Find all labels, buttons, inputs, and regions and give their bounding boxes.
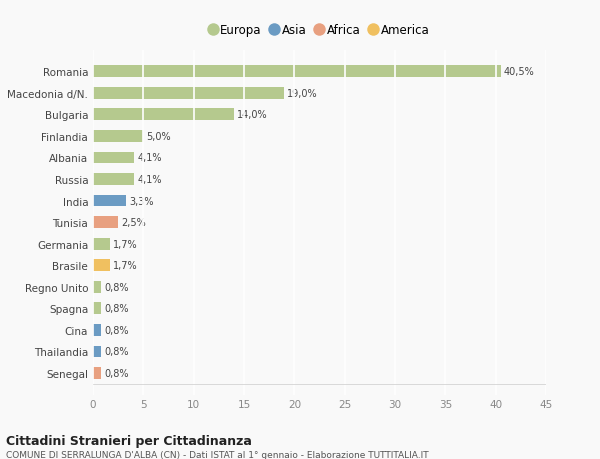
Bar <box>93 281 101 293</box>
Text: 40,5%: 40,5% <box>504 67 535 77</box>
Text: 2,5%: 2,5% <box>121 218 146 228</box>
Text: 0,8%: 0,8% <box>104 304 128 313</box>
Text: Cittadini Stranieri per Cittadinanza: Cittadini Stranieri per Cittadinanza <box>6 434 252 447</box>
Legend: Europa, Asia, Africa, America: Europa, Asia, Africa, America <box>208 22 431 39</box>
Text: 0,8%: 0,8% <box>104 325 128 335</box>
Text: 0,8%: 0,8% <box>104 282 128 292</box>
Text: 4,1%: 4,1% <box>137 153 162 163</box>
Text: 19,0%: 19,0% <box>287 89 318 99</box>
Text: 14,0%: 14,0% <box>237 110 268 120</box>
Text: 0,8%: 0,8% <box>104 347 128 357</box>
Text: 1,7%: 1,7% <box>113 261 138 271</box>
Bar <box>93 131 143 142</box>
Bar <box>93 346 101 358</box>
Bar <box>93 324 101 336</box>
Text: 5,0%: 5,0% <box>146 132 171 141</box>
Bar <box>93 152 134 164</box>
Bar <box>93 109 234 121</box>
Bar <box>93 174 134 185</box>
Text: 3,3%: 3,3% <box>129 196 154 206</box>
Bar <box>93 66 500 78</box>
Text: 0,8%: 0,8% <box>104 368 128 378</box>
Text: COMUNE DI SERRALUNGA D'ALBA (CN) - Dati ISTAT al 1° gennaio - Elaborazione TUTTI: COMUNE DI SERRALUNGA D'ALBA (CN) - Dati … <box>6 450 428 459</box>
Text: 1,7%: 1,7% <box>113 239 138 249</box>
Bar <box>93 88 284 100</box>
Bar <box>93 303 101 314</box>
Bar <box>93 238 110 250</box>
Bar <box>93 367 101 379</box>
Bar <box>93 195 126 207</box>
Text: 4,1%: 4,1% <box>137 174 162 185</box>
Bar <box>93 260 110 272</box>
Bar <box>93 217 118 229</box>
